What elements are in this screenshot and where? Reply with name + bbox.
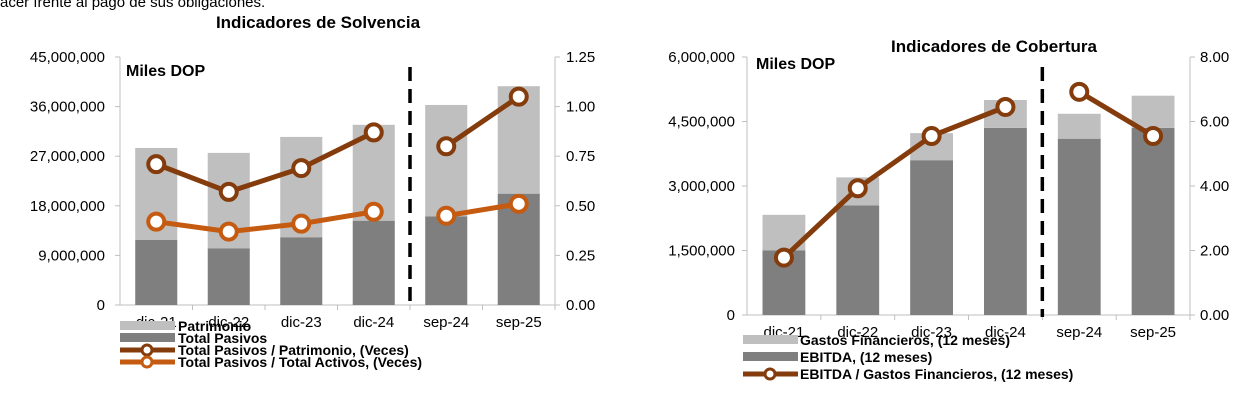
chart-1-right-tick-label: 0.75 (566, 148, 595, 165)
chart-2-legend-swatch (743, 335, 798, 344)
chart-2-line-1-point (1143, 126, 1164, 147)
chart-2-x-tick-label: sep-24 (1056, 324, 1102, 341)
chart-1-x-tick-label: sep-25 (496, 314, 542, 331)
chart-1-line-1-point (146, 154, 167, 175)
chart-1-x-tick-label: dic-24 (353, 314, 394, 331)
chart-1-left-tick-label: 27,000,000 (30, 148, 105, 165)
chart-1-line-2-point (218, 221, 239, 242)
chart-1-legend-marker (140, 343, 154, 357)
chart-1-legend-label: Total Pasivos / Patrimonio, (Veces) (178, 342, 409, 358)
chart-2-line-1-point (773, 247, 794, 268)
chart-2-legend-swatch (743, 352, 798, 361)
chart-2-left-tick-label: 1,500,000 (668, 243, 735, 260)
chart-1-line-2-point (146, 211, 167, 232)
chart-1-line-2-point (508, 193, 529, 214)
chart-2-legend-label: EBITDA, (12 meses) (800, 349, 932, 365)
chart-2-bar-bottom (984, 127, 1027, 315)
chart-2-right-tick-label: 0.00 (1200, 307, 1229, 324)
chart-1-line-2 (155, 209, 375, 235)
chart-1-right-tick-label: 0.25 (566, 247, 595, 264)
chart-1-right-tick-label: 1.25 (566, 49, 595, 66)
chart-1-line-1 (444, 94, 521, 149)
chart-1-x-tick-label: dic-22 (208, 314, 249, 331)
chart-2-line-1-point (847, 178, 868, 199)
chart-2-right-tick-label: 8.00 (1200, 49, 1229, 66)
chart-2-line-1-point (921, 126, 942, 147)
chart-1-bar-top (425, 104, 468, 217)
intro-text: acer frente al pago de sus obligaciones. (0, 0, 266, 11)
chart-2-x-tick-label: dic-23 (911, 324, 952, 341)
chart-1-line-1-point (363, 122, 384, 143)
chart-2-left-tick-label: 6,000,000 (668, 49, 735, 66)
chart-2-right-tick-label: 6.00 (1200, 114, 1229, 131)
chart-2-line-1 (782, 104, 1007, 260)
chart-1-right-tick-label: 0.00 (566, 297, 595, 314)
chart-1-line-1 (155, 130, 375, 195)
chart-1-legend-swatch (120, 321, 175, 330)
chart-1-left-tick-label: 9,000,000 (38, 247, 105, 264)
chart-2-line-1 (1077, 89, 1155, 139)
chart-2-left-tick-label: 4,500,000 (668, 114, 735, 131)
chart-1-x-tick-label: sep-24 (423, 314, 469, 331)
chart-1-right-tick-label: 1.00 (566, 99, 595, 116)
chart-1-left-tick-label: 45,000,000 (30, 49, 105, 66)
chart-1-line-2-point (363, 201, 384, 222)
chart-1-legend-label: Total Pasivos (178, 330, 267, 346)
chart-1-title: Indicadores de Solvencia (216, 13, 421, 32)
chart-1-left-tick-label: 0 (97, 297, 105, 314)
chart-2-legend-label: EBITDA / Gastos Financieros, (12 meses) (800, 366, 1073, 382)
chart-1-left-tick-label: 18,000,000 (30, 198, 105, 215)
chart-2-bar-bottom (1057, 138, 1101, 315)
chart-1-line-2-point (291, 213, 312, 234)
chart-2-line-1-point (995, 96, 1016, 117)
chart-2-left-tick-label: 0 (727, 307, 735, 324)
chart-2-x-tick-label: dic-22 (837, 324, 878, 341)
chart-1-line-2-point (436, 205, 457, 226)
chart-2-unit-label: Miles DOP (756, 56, 835, 73)
chart-2-line-1-point (1069, 81, 1090, 102)
chart-1-line-1-point (218, 181, 239, 202)
chart-1-bar-bottom (425, 216, 468, 305)
chart-1-legend-marker (140, 355, 154, 369)
chart-1-x-tick-label: dic-23 (281, 314, 322, 331)
chart-1-legend-label: Patrimonio (178, 318, 251, 334)
chart-2-title: Indicadores de Cobertura (891, 37, 1097, 56)
chart-2-x-tick-label: sep-25 (1130, 324, 1176, 341)
chart-1-unit-label: Miles DOP (126, 63, 205, 80)
chart-1-bar-bottom (135, 239, 178, 305)
chart-2-right-tick-label: 2.00 (1200, 243, 1229, 260)
chart-1-line-1-point (291, 158, 312, 179)
chart-2-left-tick-label: 3,000,000 (668, 178, 735, 195)
chart-2-bar-bottom (836, 205, 880, 315)
chart-2-bar-bottom (1131, 127, 1175, 315)
chart-2-right-tick-label: 4.00 (1200, 178, 1229, 195)
chart-1-line-1-point (436, 136, 457, 157)
chart-1-right-tick-label: 0.50 (566, 198, 595, 215)
chart-2-legend-label: Gastos Financieros, (12 meses) (800, 332, 1010, 348)
chart-2-legend-marker (763, 367, 777, 381)
chart-1-left-tick-label: 36,000,000 (30, 99, 105, 116)
chart-2-x-tick-label: dic-24 (985, 324, 1026, 341)
chart-1-bar-bottom (280, 237, 323, 305)
chart-2-bar-top (1057, 113, 1101, 139)
chart-1-line-2 (445, 201, 520, 219)
chart-1-legend-label: Total Pasivos / Total Activos, (Veces) (178, 354, 422, 370)
chart-2-bar-top (1131, 95, 1175, 128)
chart-1-legend-swatch (120, 333, 175, 342)
chart-1-bar-bottom (207, 248, 250, 305)
chart-2-bar-bottom (910, 160, 953, 315)
chart-1-line-1-point (508, 86, 529, 107)
chart-1-bar-bottom (352, 220, 395, 305)
